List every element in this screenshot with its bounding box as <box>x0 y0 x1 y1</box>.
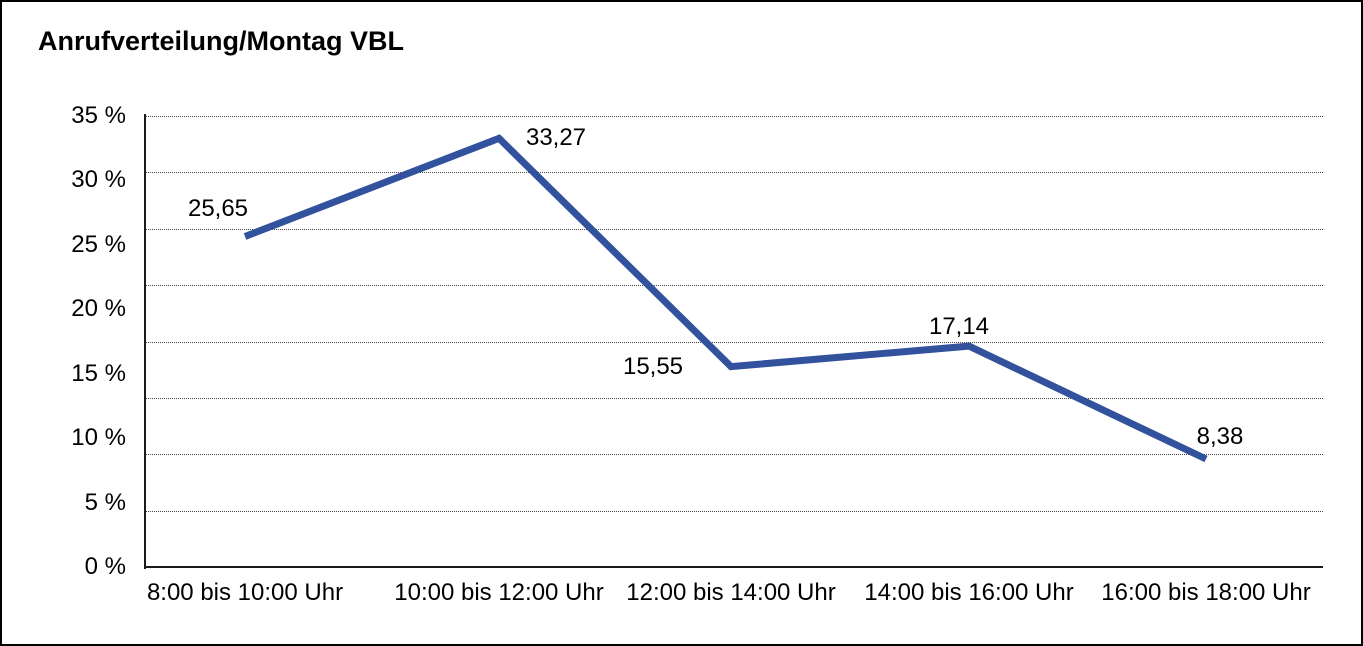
gridline <box>145 454 1323 456</box>
data-point-label: 8,38 <box>1196 423 1244 451</box>
y-tick-label: 25 % <box>71 230 126 258</box>
data-point-label: 25,65 <box>187 195 249 223</box>
data-point-label: 15,55 <box>622 352 684 380</box>
x-category-label: 8:00 bis 10:00 Uhr <box>146 579 344 606</box>
gridline <box>145 116 1323 117</box>
data-point-label: 17,14 <box>928 313 990 341</box>
y-tick-label: 15 % <box>71 359 126 387</box>
gridline <box>145 397 1323 399</box>
y-tick-label: 5 % <box>84 488 126 516</box>
y-tick-label: 0 % <box>84 553 126 580</box>
x-category-label: 10:00 bis 12:00 Uhr <box>394 579 604 606</box>
gridline <box>145 172 1323 174</box>
y-tick-label: 35 % <box>71 102 126 129</box>
y-tick-label: 10 % <box>71 424 126 452</box>
x-category-label: 14:00 bis 16:00 Uhr <box>864 579 1074 606</box>
chart-title: Anrufverteilung/Montag VBL <box>38 26 404 56</box>
y-tick-label: 30 % <box>71 166 126 194</box>
x-category-label: 12:00 bis 14:00 Uhr <box>626 579 836 606</box>
gridline <box>145 285 1323 287</box>
series-line <box>243 134 1208 463</box>
gridline <box>145 228 1323 230</box>
gridline <box>145 510 1323 512</box>
gridline <box>145 341 1323 343</box>
x-axis-line <box>144 566 1323 568</box>
x-category-label: 16:00 bis 18:00 Uhr <box>1101 579 1311 606</box>
y-tick-label: 20 % <box>71 295 126 323</box>
data-point-label: 33,27 <box>525 124 587 152</box>
y-axis-line <box>144 114 146 569</box>
